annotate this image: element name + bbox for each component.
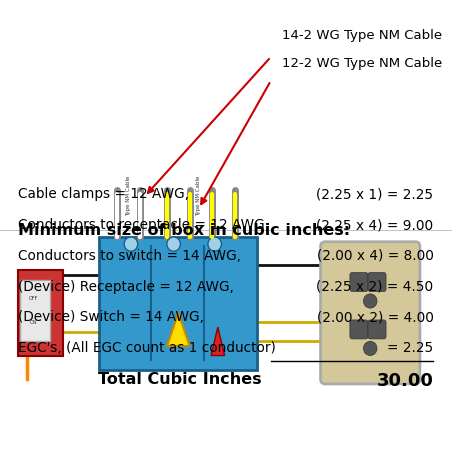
FancyBboxPatch shape <box>368 273 386 292</box>
Text: OFF: OFF <box>29 296 38 301</box>
Text: (Device) Receptacle = 12 AWG,: (Device) Receptacle = 12 AWG, <box>18 280 234 294</box>
Text: (2.25 x 2) = 4.50: (2.25 x 2) = 4.50 <box>316 280 433 294</box>
Circle shape <box>208 237 221 251</box>
Text: 12-2 WG Type NM Cable: 12-2 WG Type NM Cable <box>282 57 442 71</box>
Text: (Device) Switch = 14 AWG,: (Device) Switch = 14 AWG, <box>18 310 204 325</box>
Text: = 2.25: = 2.25 <box>387 341 433 356</box>
FancyBboxPatch shape <box>18 270 63 356</box>
Polygon shape <box>167 313 190 346</box>
FancyBboxPatch shape <box>320 242 420 384</box>
Text: Type NM Cable: Type NM Cable <box>126 175 131 216</box>
FancyBboxPatch shape <box>350 320 368 339</box>
Text: Type NM Cable: Type NM Cable <box>196 175 201 216</box>
Text: (2.25 x 1) = 2.25: (2.25 x 1) = 2.25 <box>316 187 433 201</box>
Polygon shape <box>211 327 225 356</box>
Circle shape <box>364 294 377 308</box>
Text: Conductors to receptacle = 12 AWG,: Conductors to receptacle = 12 AWG, <box>18 218 269 232</box>
Text: 30.00: 30.00 <box>376 372 433 390</box>
FancyBboxPatch shape <box>368 320 386 339</box>
Circle shape <box>167 237 181 251</box>
FancyBboxPatch shape <box>350 273 368 292</box>
Text: (2.00 x 2) = 4.00: (2.00 x 2) = 4.00 <box>317 310 433 325</box>
Text: Conductors to switch = 14 AWG,: Conductors to switch = 14 AWG, <box>18 249 241 263</box>
FancyBboxPatch shape <box>20 280 50 341</box>
Text: 14-2 WG Type NM Cable: 14-2 WG Type NM Cable <box>282 29 442 42</box>
Text: Minimum size of box in cubic inches:: Minimum size of box in cubic inches: <box>18 223 350 238</box>
FancyBboxPatch shape <box>100 237 257 370</box>
Text: ON: ON <box>30 320 37 325</box>
Circle shape <box>364 341 377 356</box>
Text: (2.00 x 4) = 8.00: (2.00 x 4) = 8.00 <box>317 249 433 263</box>
Circle shape <box>124 237 138 251</box>
Text: EGC's, (All EGC count as 1 conductor): EGC's, (All EGC count as 1 conductor) <box>18 341 276 356</box>
Text: Total Cubic Inches: Total Cubic Inches <box>98 372 262 387</box>
Text: (2.25 x 4) = 9.00: (2.25 x 4) = 9.00 <box>316 218 433 232</box>
Text: Cable clamps = 12 AWG,: Cable clamps = 12 AWG, <box>18 187 189 201</box>
